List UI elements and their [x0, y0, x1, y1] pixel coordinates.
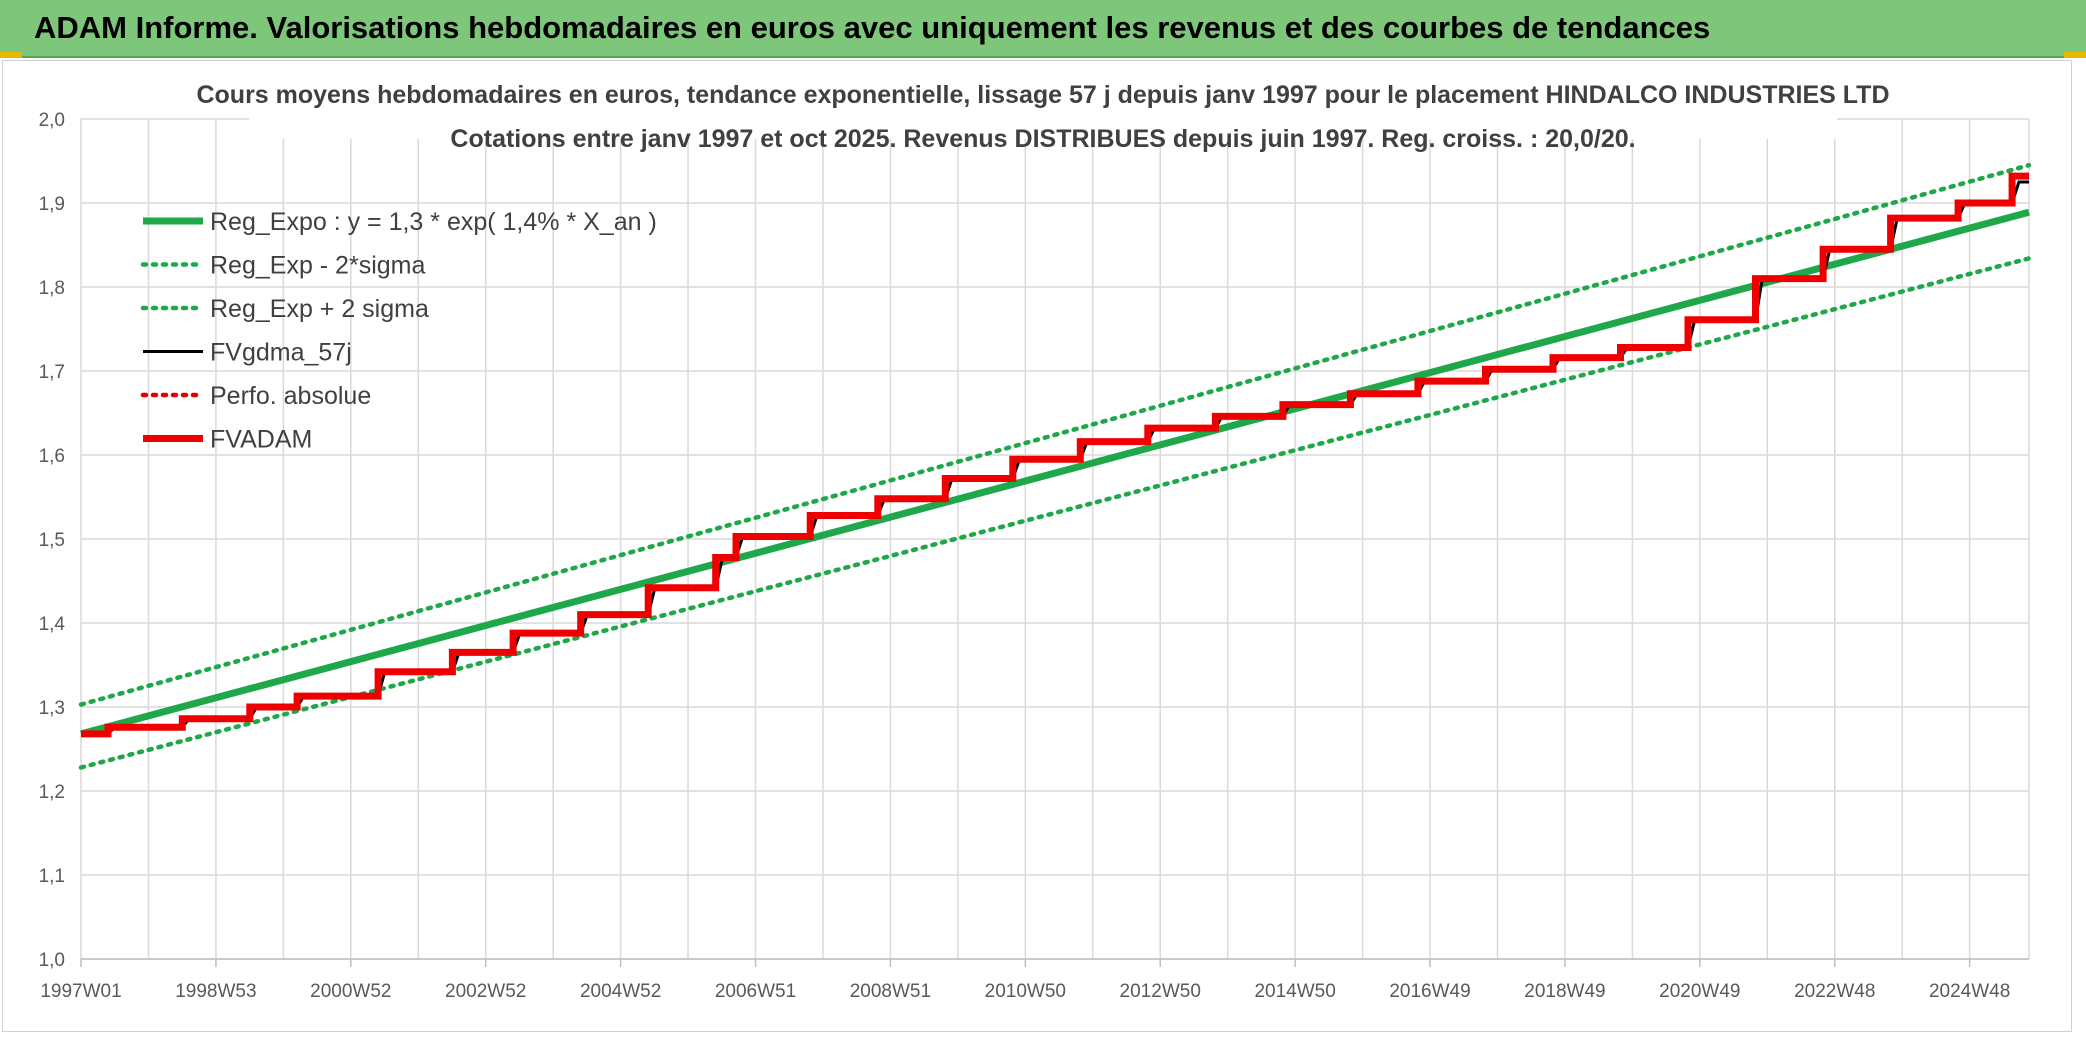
y-tick-label: 2,0 — [39, 110, 65, 131]
legend-label: Reg_Exp + 2 sigma — [210, 295, 429, 323]
x-tick-label: 2016W49 — [1389, 981, 1470, 1002]
y-tick-label: 1,5 — [39, 530, 65, 551]
x-tick-label: 2006W51 — [715, 981, 796, 1002]
corner-mark-right — [2064, 52, 2086, 58]
series-line-2 — [78, 162, 2032, 707]
legend-label: FVADAM — [210, 426, 312, 454]
y-tick-label: 1,7 — [39, 362, 65, 383]
legend-label: Reg_Exp - 2*sigma — [210, 252, 425, 280]
chart-subtitle: Cotations entre janv 1997 et oct 2025. R… — [450, 125, 1635, 153]
corner-mark-left — [0, 52, 22, 58]
x-tick-label: 2004W52 — [580, 981, 661, 1002]
x-tick-label: 2024W48 — [1929, 981, 2010, 1002]
y-tick-label: 1,9 — [39, 194, 65, 215]
x-tick-label: 2010W50 — [985, 981, 1066, 1002]
x-tick-label: 2012W50 — [1120, 981, 1201, 1002]
legend-label: Perfo. absolue — [210, 382, 371, 410]
chart-svg: 1,0 1,1 1,2 1,3 1,4 1,5 1,6 1,7 1,8 1,9 2,0 1997W0… — [39, 67, 2032, 1002]
y-tick-label: 1,0 — [39, 950, 65, 971]
chart-titles: Cours moyens hebdomadaires en euros, ten… — [196, 67, 1890, 153]
plot-area — [78, 162, 2032, 770]
x-axis: 1997W01 1998W53 2000W52 2002W52 2004W52 2006W… — [40, 958, 2029, 1002]
x-tick-label: 2020W49 — [1659, 981, 1740, 1002]
x-tick-label: 2000W52 — [310, 981, 391, 1002]
legend-label: FVgdma_57j — [210, 339, 352, 367]
series-line-0 — [80, 208, 2030, 738]
x-tick-label: 2022W48 — [1794, 981, 1875, 1002]
x-tick-label: 2018W49 — [1524, 981, 1605, 1002]
x-tick-label: 1998W53 — [175, 981, 256, 1002]
series-line-1 — [78, 256, 2032, 770]
y-tick-label: 1,4 — [39, 614, 66, 635]
y-tick-label: 1,8 — [39, 278, 65, 299]
chart-frame: 1,0 1,1 1,2 1,3 1,4 1,5 1,6 1,7 1,8 1,9 2,0 1997W0… — [2, 60, 2072, 1032]
x-tick-label: 1997W01 — [40, 981, 121, 1002]
x-tick-label: 2014W50 — [1254, 981, 1335, 1002]
legend: Reg_Expo : y = 1,3 * exp( 1,4% * X_an ) R… — [140, 208, 657, 454]
y-tick-label: 1,2 — [39, 782, 65, 803]
x-tick-label: 2008W51 — [850, 981, 931, 1002]
y-tick-label: 1,1 — [39, 866, 65, 887]
chart-title: Cours moyens hebdomadaires en euros, ten… — [196, 81, 1889, 109]
y-axis: 1,0 1,1 1,2 1,3 1,4 1,5 1,6 1,7 1,8 1,9 2,0 — [39, 110, 66, 971]
banner-title: ADAM Informe. Valorisations hebdomadaire… — [34, 10, 1711, 45]
banner: ADAM Informe. Valorisations hebdomadaire… — [0, 0, 2086, 58]
y-tick-label: 1,3 — [39, 698, 65, 719]
x-tick-label: 2002W52 — [445, 981, 526, 1002]
series-line-5 — [81, 172, 2029, 738]
y-tick-label: 1,6 — [39, 446, 65, 467]
legend-label: Reg_Expo : y = 1,3 * exp( 1,4% * X_an ) — [210, 208, 657, 236]
